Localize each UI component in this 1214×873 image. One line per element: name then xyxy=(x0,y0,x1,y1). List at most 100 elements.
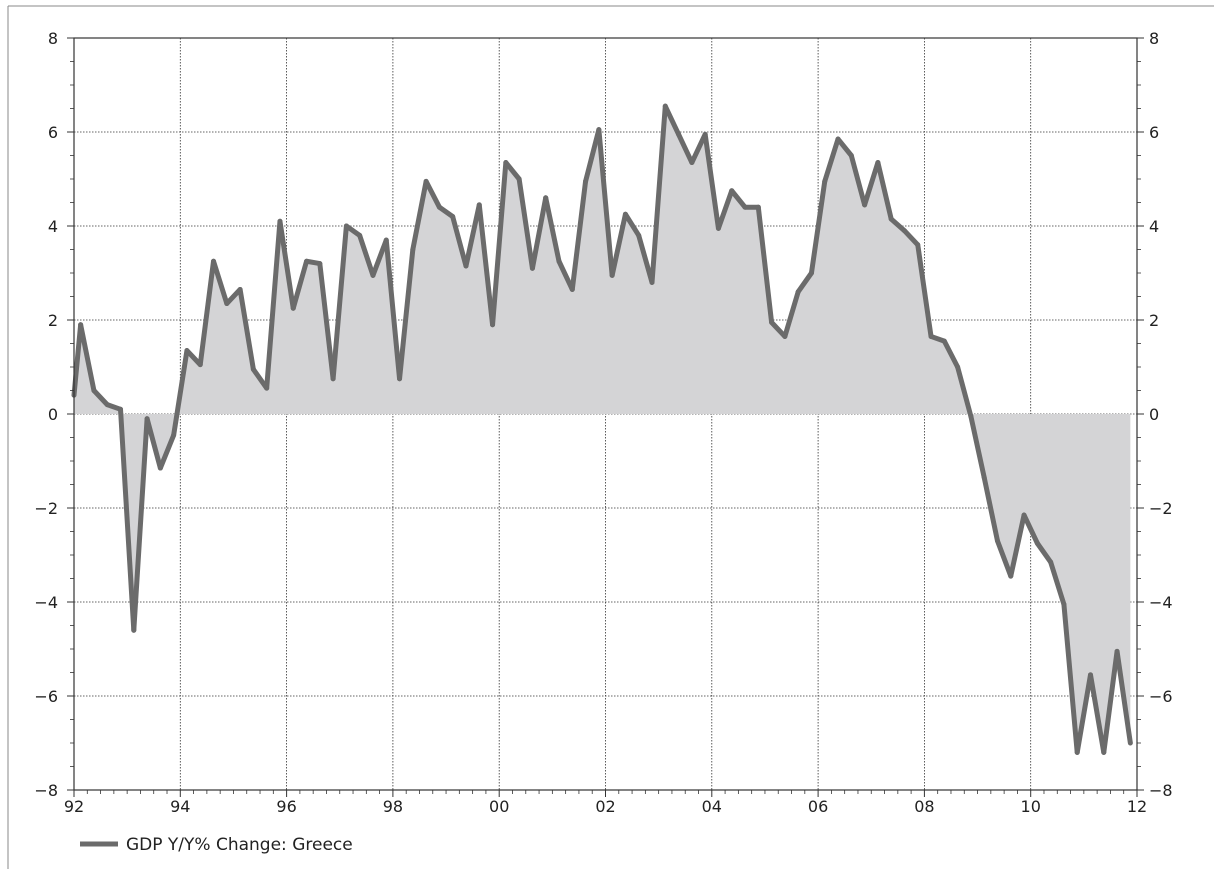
data-point xyxy=(981,475,987,480)
data-point xyxy=(1021,512,1027,518)
y-right-tick-label: 2 xyxy=(1149,311,1159,330)
data-point xyxy=(888,216,894,222)
data-point xyxy=(662,103,668,109)
series-area xyxy=(74,106,1131,753)
y-right-tick-label: 4 xyxy=(1149,217,1159,236)
data-point xyxy=(317,261,323,266)
series-line-segment xyxy=(144,416,163,471)
y-right-tick-label: −4 xyxy=(1149,593,1173,612)
series-line-segment xyxy=(702,131,721,231)
data-point xyxy=(357,233,362,238)
series-line-segment xyxy=(450,214,469,269)
series-line-segment xyxy=(822,136,841,184)
data-point xyxy=(583,179,588,184)
data-point xyxy=(809,270,814,276)
series-line-segment xyxy=(901,228,921,248)
series-line-segment xyxy=(662,103,682,137)
series-line-segment xyxy=(224,286,243,307)
series-line-segment xyxy=(689,131,708,166)
series-line-segment xyxy=(1034,540,1054,565)
y-left-tick-label: −8 xyxy=(34,781,58,800)
data-point xyxy=(503,160,509,165)
y-left-tick-label: −4 xyxy=(34,593,58,612)
data-point xyxy=(304,258,309,264)
data-point xyxy=(649,280,655,285)
series-line-segment xyxy=(436,204,456,220)
y-right-tick-label: −6 xyxy=(1149,687,1173,706)
data-point xyxy=(397,376,402,382)
series-line-segment xyxy=(131,416,150,633)
series-line-segment xyxy=(795,270,814,295)
data-point xyxy=(197,362,203,367)
series-line-segment xyxy=(503,160,522,182)
data-point xyxy=(171,432,176,438)
data-point xyxy=(251,367,256,372)
data-point xyxy=(224,301,230,306)
x-tick-label: 12 xyxy=(1127,797,1147,816)
data-point xyxy=(144,416,150,422)
data-point xyxy=(716,226,721,231)
data-point xyxy=(1048,559,1053,565)
data-point xyxy=(569,287,575,292)
x-tick-label: 94 xyxy=(170,797,190,816)
data-point xyxy=(516,176,522,182)
x-tick-label: 02 xyxy=(595,797,615,816)
series-line-segment xyxy=(636,232,655,285)
data-point xyxy=(782,334,788,339)
data-point xyxy=(955,364,960,370)
legend-label: GDP Y/Y% Change: Greece xyxy=(126,835,353,855)
data-point xyxy=(676,132,681,137)
series-line-segment xyxy=(357,232,376,278)
series-line-segment xyxy=(1021,512,1040,546)
data-point xyxy=(490,322,495,328)
data-point xyxy=(184,348,190,353)
data-point xyxy=(463,263,469,269)
data-point xyxy=(1088,672,1093,678)
series-line-segment xyxy=(556,258,575,292)
series-line-segment xyxy=(78,322,97,393)
x-tick-label: 10 xyxy=(1021,797,1041,816)
data-point xyxy=(290,305,296,311)
tick-labels: 92 94 96 98 00 02 04 06 08 10 128 86 64 42 20 0−2 −2−4 −4… xyxy=(34,29,1172,816)
series-line-segment xyxy=(1114,648,1133,746)
series-line-segment xyxy=(211,258,230,307)
data-point xyxy=(995,538,1000,544)
series-line-segment xyxy=(410,178,429,252)
series-line-segment xyxy=(476,202,496,328)
series-line-segment xyxy=(769,319,788,339)
x-tick-label: 98 xyxy=(383,797,403,816)
series-line-segment xyxy=(622,211,642,238)
x-tick-label: 06 xyxy=(808,797,828,816)
series-line-segment xyxy=(1101,648,1120,755)
data-point xyxy=(530,266,535,271)
series-line-segment xyxy=(516,176,535,271)
y-right-tick-label: −8 xyxy=(1149,781,1173,800)
data-point xyxy=(211,258,216,264)
data-point xyxy=(158,465,163,471)
data-point xyxy=(410,247,416,252)
series-line-segment xyxy=(197,258,217,368)
y-right-tick-label: −2 xyxy=(1149,499,1173,518)
data-point xyxy=(450,214,455,219)
y-left-tick-label: 2 xyxy=(48,311,58,330)
area-fill xyxy=(74,106,1131,753)
data-point xyxy=(769,320,774,325)
series-line-segment xyxy=(583,127,602,184)
series-line-segment xyxy=(118,406,137,633)
series-line-segment xyxy=(1061,601,1080,755)
data-point xyxy=(609,273,615,278)
series-line-segment xyxy=(490,160,509,328)
data-point xyxy=(902,228,907,233)
series-line-segment xyxy=(1008,512,1027,579)
data-point xyxy=(264,385,269,391)
data-point xyxy=(91,388,97,393)
data-point xyxy=(623,211,628,217)
data-point xyxy=(330,376,336,382)
series-line-segment xyxy=(941,338,961,370)
x-tick-label: 00 xyxy=(489,797,509,816)
series-line-segment xyxy=(835,136,854,158)
data-point xyxy=(1101,750,1107,755)
data-point xyxy=(795,289,801,295)
series-line-segment xyxy=(888,216,907,234)
